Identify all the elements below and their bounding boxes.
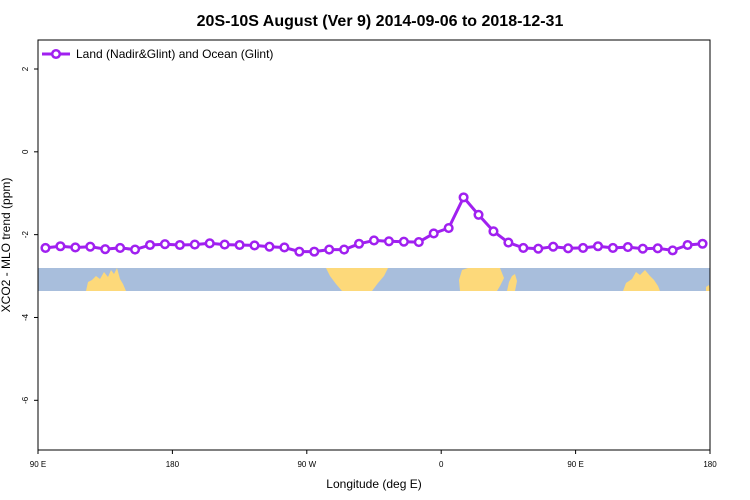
- land-shape: [459, 268, 504, 291]
- legend-label: Land (Nadir&Glint) and Ocean (Glint): [76, 47, 273, 61]
- plot-frame: [37, 39, 711, 451]
- data-point: [518, 242, 529, 253]
- data-point: [637, 243, 648, 254]
- data-point: [607, 242, 618, 253]
- data-point: [279, 242, 290, 253]
- chart-title: 20S-10S August (Ver 9) 2014-09-06 to 201…: [197, 13, 564, 30]
- data-point: [697, 238, 708, 249]
- x-tick-label: 180: [166, 460, 180, 469]
- data-point: [443, 222, 454, 234]
- data-point: [115, 242, 126, 253]
- data-point: [592, 241, 604, 252]
- x-tick-label: 90 E: [567, 460, 583, 469]
- data-point: [339, 244, 350, 255]
- data-point: [563, 243, 574, 254]
- data-point: [458, 192, 469, 203]
- data-point: [85, 241, 96, 252]
- y-tick-label: -6: [21, 396, 30, 404]
- data-point: [234, 239, 245, 251]
- y-axis: 2 0 -2 -4 -6: [21, 66, 38, 404]
- land-shape: [326, 268, 388, 291]
- x-axis: 90 E 180 90 W 0 90 E 180: [30, 450, 717, 469]
- data-point: [130, 244, 141, 255]
- data-point: [159, 239, 170, 250]
- data-point: [533, 243, 544, 254]
- y-tick-label: 0: [21, 149, 30, 154]
- x-tick-label: 90 E: [30, 460, 46, 469]
- data-point: [622, 242, 633, 253]
- x-tick-label: 90 W: [297, 460, 316, 469]
- data-point: [174, 239, 185, 251]
- data-point: [144, 239, 156, 251]
- land-shape: [507, 274, 517, 291]
- data-point: [70, 242, 81, 253]
- data-point: [667, 245, 678, 256]
- data-point: [398, 236, 409, 247]
- y-tick-label: -4: [21, 313, 30, 321]
- y-axis-label: XCO2 - MLO trend (ppm): [0, 178, 13, 313]
- data-point: [354, 238, 365, 249]
- data-point: [324, 244, 335, 255]
- series-layer: [40, 192, 708, 257]
- data-point: [249, 240, 260, 251]
- data-point: [55, 241, 66, 252]
- map-strip: [38, 268, 710, 291]
- data-point: [189, 239, 200, 250]
- data-point: [219, 239, 230, 250]
- data-point: [100, 244, 111, 255]
- data-point: [309, 246, 320, 257]
- x-tick-label: 0: [439, 460, 444, 469]
- data-point: [40, 242, 51, 253]
- data-point: [383, 236, 394, 247]
- land-shape: [623, 270, 660, 291]
- land-shape: [706, 285, 710, 291]
- data-point: [473, 209, 484, 220]
- y-tick-label: 2: [21, 66, 30, 71]
- data-point: [682, 239, 693, 251]
- data-point: [204, 238, 215, 249]
- data-point: [428, 228, 439, 239]
- data-point: [294, 246, 305, 257]
- data-point: [488, 226, 499, 237]
- legend-marker: [50, 48, 62, 60]
- y-tick-label: -2: [21, 231, 30, 239]
- data-point: [652, 243, 663, 254]
- data-point: [264, 241, 275, 252]
- land-shape: [86, 268, 126, 291]
- x-axis-label: Longitude (deg E): [326, 477, 421, 491]
- data-point: [503, 237, 514, 248]
- legend: Land (Nadir&Glint) and Ocean (Glint): [42, 47, 273, 61]
- data-point: [413, 237, 424, 248]
- x-tick-label: 180: [703, 460, 717, 469]
- data-point: [368, 235, 380, 246]
- data-point: [548, 241, 559, 252]
- data-point: [578, 242, 589, 253]
